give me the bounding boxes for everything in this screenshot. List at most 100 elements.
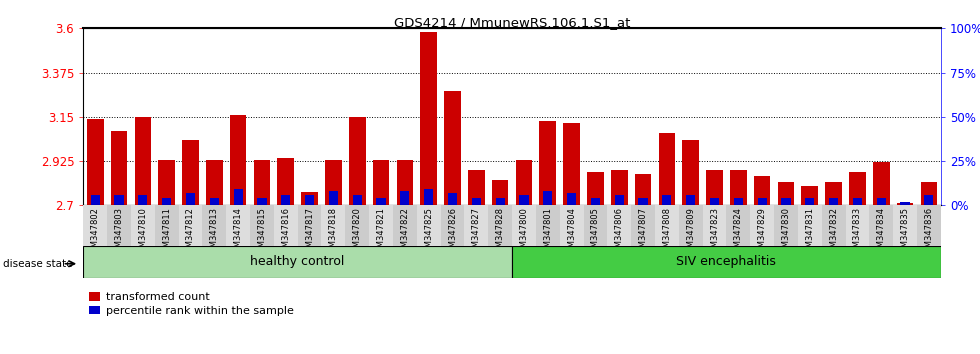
Bar	[774, 205, 798, 246]
Bar	[134, 117, 151, 205]
Text: GSM347826: GSM347826	[448, 207, 457, 258]
Text: GSM347818: GSM347818	[329, 207, 338, 258]
Bar	[376, 198, 385, 205]
Bar	[515, 160, 532, 205]
Bar	[512, 205, 536, 246]
Text: GSM347831: GSM347831	[806, 207, 814, 258]
Bar	[203, 205, 226, 246]
Bar	[655, 205, 679, 246]
Bar	[420, 32, 437, 205]
Bar	[611, 170, 627, 205]
Bar	[186, 193, 195, 205]
Bar	[920, 182, 937, 205]
Bar	[734, 198, 743, 205]
Bar	[778, 182, 795, 205]
Bar	[155, 205, 178, 246]
Bar	[329, 191, 338, 205]
Legend: transformed count, percentile rank within the sample: transformed count, percentile rank withi…	[89, 292, 293, 316]
Bar	[345, 205, 369, 246]
Bar	[512, 246, 941, 278]
Bar	[901, 202, 909, 205]
Bar	[254, 160, 270, 205]
Bar	[226, 205, 250, 246]
Bar	[471, 198, 481, 205]
Bar	[631, 205, 655, 246]
Bar	[587, 172, 604, 205]
Bar	[682, 141, 699, 205]
Bar	[138, 195, 147, 205]
Text: GDS4214 / MmunewRS.106.1.S1_at: GDS4214 / MmunewRS.106.1.S1_at	[394, 16, 630, 29]
Bar	[686, 195, 695, 205]
Bar	[159, 160, 175, 205]
Text: GSM347830: GSM347830	[781, 207, 791, 258]
Bar	[277, 158, 294, 205]
Text: GSM347816: GSM347816	[281, 207, 290, 258]
Bar	[543, 191, 553, 205]
Bar	[539, 121, 556, 205]
Bar	[897, 203, 913, 205]
Bar	[273, 205, 298, 246]
Bar	[583, 205, 608, 246]
Bar	[802, 185, 818, 205]
Bar	[416, 205, 441, 246]
Bar	[441, 205, 465, 246]
Bar	[325, 160, 342, 205]
Bar	[90, 195, 100, 205]
Text: GSM347804: GSM347804	[567, 207, 576, 258]
Text: GSM347802: GSM347802	[91, 207, 100, 258]
Bar	[924, 195, 934, 205]
Bar	[758, 198, 766, 205]
Text: GSM347810: GSM347810	[138, 207, 147, 258]
Bar	[250, 205, 273, 246]
Bar	[730, 170, 747, 205]
Bar	[210, 198, 219, 205]
Bar	[662, 195, 671, 205]
Bar	[536, 205, 560, 246]
Text: GSM347833: GSM347833	[853, 207, 862, 258]
Bar	[873, 162, 890, 205]
Text: GSM347836: GSM347836	[924, 207, 933, 258]
Bar	[659, 132, 675, 205]
Text: GSM347808: GSM347808	[662, 207, 671, 258]
Bar	[229, 115, 246, 205]
Bar	[781, 198, 791, 205]
Bar	[178, 205, 203, 246]
Text: disease state: disease state	[3, 259, 73, 269]
Bar	[321, 205, 345, 246]
Bar	[917, 205, 941, 246]
Bar	[829, 198, 838, 205]
Bar	[397, 160, 414, 205]
Bar	[107, 205, 131, 246]
Bar	[707, 170, 723, 205]
Bar	[853, 198, 862, 205]
Text: GSM347813: GSM347813	[210, 207, 219, 258]
Bar	[591, 198, 600, 205]
Bar	[560, 205, 583, 246]
Text: GSM347805: GSM347805	[591, 207, 600, 258]
Text: GSM347829: GSM347829	[758, 207, 766, 258]
Text: GSM347807: GSM347807	[639, 207, 648, 258]
Bar	[567, 193, 576, 205]
Bar	[726, 205, 751, 246]
Text: GSM347820: GSM347820	[353, 207, 362, 258]
Bar	[492, 180, 509, 205]
Bar	[703, 205, 726, 246]
Bar	[369, 205, 393, 246]
Text: healthy control: healthy control	[251, 256, 345, 268]
Bar	[821, 205, 846, 246]
Bar	[869, 205, 893, 246]
Bar	[162, 198, 172, 205]
Bar	[846, 205, 869, 246]
Bar	[614, 195, 624, 205]
Bar	[206, 160, 222, 205]
Bar	[806, 198, 814, 205]
Text: GSM347812: GSM347812	[186, 207, 195, 258]
Text: GSM347823: GSM347823	[710, 207, 719, 258]
Text: GSM347832: GSM347832	[829, 207, 838, 258]
Text: GSM347803: GSM347803	[115, 207, 123, 258]
Bar	[400, 191, 410, 205]
Bar	[465, 205, 488, 246]
Bar	[754, 176, 770, 205]
Bar	[877, 198, 886, 205]
Bar	[87, 119, 104, 205]
